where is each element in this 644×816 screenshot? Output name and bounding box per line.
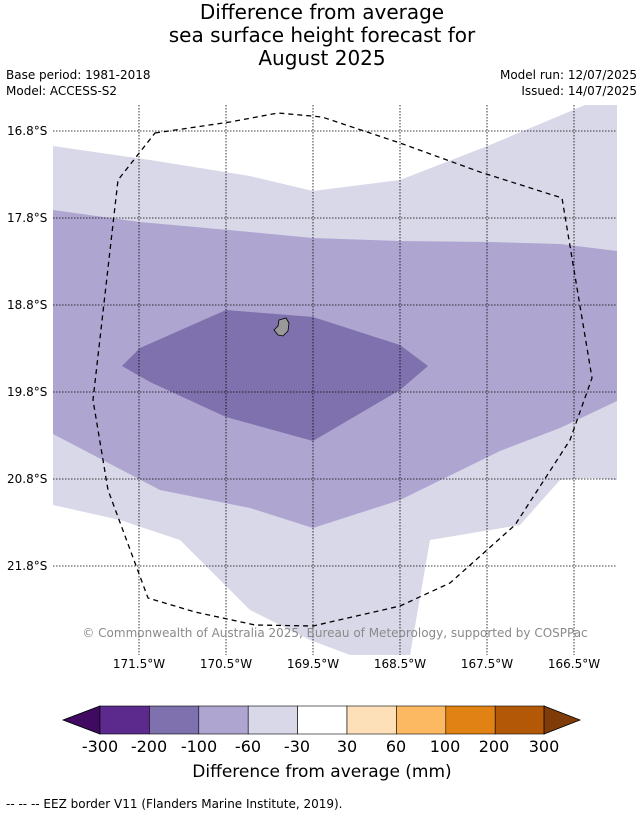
colorbar-bin <box>445 705 496 735</box>
map-panel <box>53 105 617 655</box>
copyright-notice: © Commonwealth of Australia 2025, Bureau… <box>82 626 588 640</box>
colorbar-bin <box>396 705 447 735</box>
lon-label: 171.5°W <box>112 657 166 671</box>
colorbar-tick: -100 <box>180 737 218 756</box>
meta-right: Model run: 12/07/2025 Issued: 14/07/2025 <box>500 67 637 99</box>
lat-label: 16.8°S <box>7 124 48 138</box>
lat-label: 19.8°S <box>7 385 48 399</box>
colorbar-bin <box>297 705 348 735</box>
lon-label: 167.5°W <box>460 657 514 671</box>
colorbar-bin <box>149 705 200 735</box>
colorbar-tick: 300 <box>528 737 560 756</box>
lon-label: 169.5°W <box>286 657 340 671</box>
model-name: Model: ACCESS-S2 <box>6 84 118 98</box>
colorbar-bin <box>99 705 150 735</box>
title-line-2: sea surface height forecast for <box>168 23 476 47</box>
model-run: Model run: 12/07/2025 <box>499 68 637 82</box>
eez-legend-note: -- -- -- EEZ border V11 (Flanders Marine… <box>6 797 343 811</box>
colorbar-bin <box>247 705 298 735</box>
colorbar <box>61 705 582 735</box>
colorbar-tick: 200 <box>478 737 510 756</box>
colorbar-arrow-high <box>543 705 582 735</box>
colorbar-bin <box>346 705 397 735</box>
colorbar-tick: -200 <box>130 737 168 756</box>
niue-island <box>273 317 290 337</box>
chart-title: Difference from average sea surface heig… <box>0 1 644 70</box>
lat-label: 17.8°S <box>7 211 48 225</box>
colorbar-bin <box>198 705 249 735</box>
lon-label: 170.5°W <box>199 657 253 671</box>
issued-date: Issued: 14/07/2025 <box>521 84 637 98</box>
lat-label: 21.8°S <box>7 559 48 573</box>
colorbar-tick: 30 <box>336 737 358 756</box>
colorbar-tick: -60 <box>234 737 262 756</box>
colorbar-label: Difference from average (mm) <box>192 762 452 782</box>
colorbar-tick: -300 <box>81 737 119 756</box>
lat-label: 20.8°S <box>7 472 48 486</box>
meta-left: Base period: 1981-2018 Model: ACCESS-S2 <box>6 67 151 99</box>
colorbar-arrow-low <box>61 705 101 735</box>
colorbar-tick: -30 <box>283 737 311 756</box>
colorbar-bin <box>494 705 545 735</box>
graticule <box>53 105 617 655</box>
anomaly-band-100-200 <box>122 310 428 441</box>
lon-label: 166.5°W <box>547 657 601 671</box>
eez-border <box>92 112 593 627</box>
title-line-3: August 2025 <box>258 46 386 70</box>
colorbar-tick: 100 <box>429 737 461 756</box>
lon-label: 168.5°W <box>373 657 427 671</box>
lat-label: 18.8°S <box>7 298 48 312</box>
base-period: Base period: 1981-2018 <box>6 68 151 82</box>
title-line-1: Difference from average <box>199 0 445 24</box>
colorbar-tick: 60 <box>385 737 407 756</box>
